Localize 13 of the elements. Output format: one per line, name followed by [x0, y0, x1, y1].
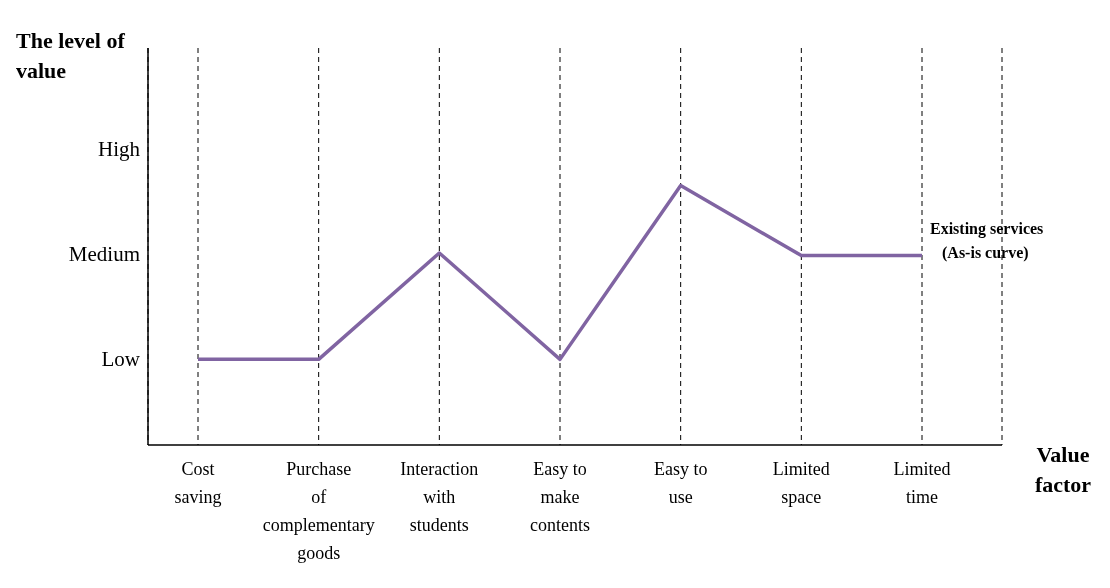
series-label: Existing services (As-is curve) — [930, 219, 1044, 262]
y-axis-title: The level of value — [16, 27, 126, 85]
x-tick-label: Interaction with students — [400, 459, 479, 535]
x-axis-title: Value factor — [1033, 441, 1093, 499]
x-tick-label: Cost saving — [174, 459, 222, 507]
x-tick-label: Limited space — [772, 459, 830, 507]
x-tick-label: Easy to use — [653, 459, 708, 507]
text: High — [98, 136, 140, 164]
x-tick-label: Easy to make contents — [530, 459, 590, 535]
text: Medium — [68, 241, 140, 269]
text: Low — [101, 346, 140, 374]
x-tick-label: Limited time — [893, 459, 951, 507]
x-tick-label: Purchase of complementary goods — [262, 459, 375, 563]
